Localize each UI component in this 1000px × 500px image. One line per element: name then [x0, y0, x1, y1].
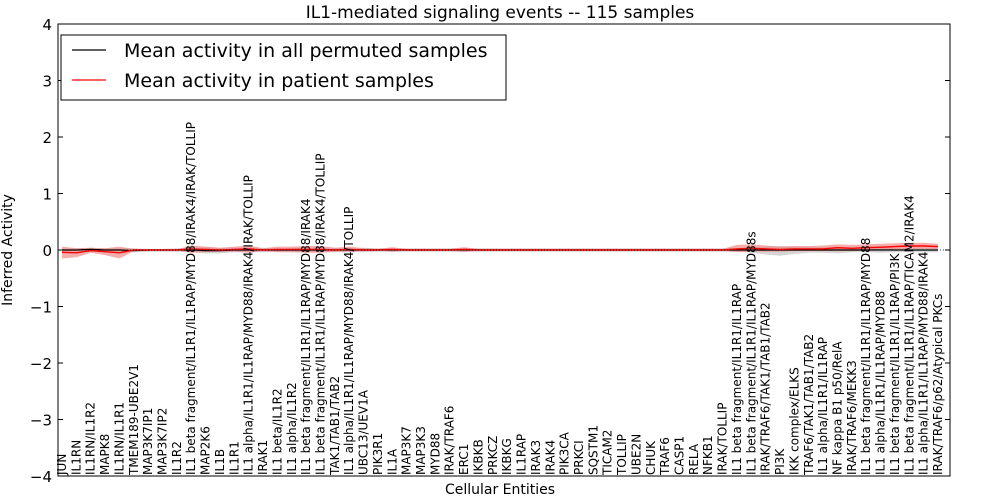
x-tick-label: PIK3CA: [558, 431, 572, 475]
legend: Mean activity in all permuted samples Me…: [60, 34, 507, 101]
x-tick-label: MAP3K7IP2: [156, 408, 170, 475]
x-tick-label: MYD88: [428, 433, 442, 475]
y-tick-label: 4: [42, 16, 52, 34]
x-tick-label: JUN: [55, 454, 69, 476]
plot-frame: [57, 23, 951, 477]
x-tick-label: NFKB1: [701, 435, 715, 475]
x-tick-label: IKBKB: [472, 439, 486, 475]
y-tick-label: 2: [42, 129, 52, 147]
x-tick-label: SQSTM1: [586, 425, 600, 475]
x-tick-label: CHUK: [644, 440, 658, 475]
x-tick-label: TRAF6: [658, 437, 672, 476]
legend-box: [60, 34, 507, 101]
x-tick-label: MAPK8: [98, 434, 112, 475]
x-tick-label: TRAF6/TAK1/TAB1/TAB2: [802, 334, 816, 476]
x-tick-label: IRAK3: [529, 440, 543, 475]
x-tick-label: MAP3K3: [414, 426, 428, 475]
x-tick-label: IL1RAP: [515, 434, 529, 475]
x-tick-label: IL1 beta fragment/IL1R1/IL1RAP/MYD88/IRA…: [184, 122, 198, 475]
x-tick-label: IL1RN: [69, 440, 83, 475]
x-tick-label: IL1 beta fragment/IL1R1/IL1RAP/PI3K: [888, 252, 902, 475]
x-tick-label: NF kappa B1 p50/RelA: [831, 341, 845, 475]
x-tick-label: IL1 beta fragment/IL1R1/IL1RAP: [730, 284, 744, 475]
legend-label-patient: Mean activity in patient samples: [124, 70, 434, 92]
x-tick-label: PRKCI: [572, 440, 586, 475]
series-lines: [58, 245, 950, 254]
y-tick-label: −3: [30, 412, 52, 430]
x-tick-label: IL1R2: [170, 441, 184, 475]
y-axis: −4 −3 −2 −1 0 1 2 3 4: [30, 16, 950, 486]
x-axis-label: Cellular Entities: [445, 482, 555, 498]
y-tick-label: −1: [30, 299, 52, 317]
x-tick-label: TICAM2: [601, 430, 615, 476]
x-tick-label: PI3K: [773, 448, 787, 475]
x-tick-label: IRAK/TRAF6/TAK1/TAB1/TAB2: [759, 302, 773, 475]
y-tick-label: −4: [30, 468, 52, 486]
y-tick-label: −2: [30, 355, 52, 373]
x-tick-label: IRAK/TRAF6: [443, 406, 457, 475]
x-tick-label: IL1 beta fragment/IL1R1/IL1RAP/TICAM2/IR…: [902, 195, 916, 475]
x-tick-label: ERC1: [457, 444, 471, 475]
x-tick-label: IL1 alpha/IL1R1/IL1RAP/MYD88/IRAK4: [917, 252, 931, 475]
y-tick-label: 0: [42, 242, 52, 260]
x-tick-label: PRKCZ: [486, 436, 500, 475]
x-tick-label: IL1A: [385, 448, 399, 475]
x-tick-label: IL1 beta fragment/IL1R1/IL1RAP/MYD88: [859, 238, 873, 475]
x-tick-label: IL1RN/IL1R1: [112, 402, 126, 475]
x-tick-label: IL1 alpha/IL1R1/IL1RAP/MYD88: [874, 291, 888, 475]
x-tick-label: UBC13/UEV1A: [357, 389, 371, 475]
x-tick-label: TMEM189-UBE2V1: [127, 364, 141, 476]
x-tick-label: IL1B: [213, 449, 227, 475]
x-tick-label: IL1 alpha/IL1R1/IL1RAP/MYD88/IRAK4/TOLLI…: [342, 207, 356, 475]
x-tick-label: IL1 beta/IL1R2: [270, 388, 284, 475]
chart-title: IL1-mediated signaling events -- 115 sam…: [306, 3, 695, 23]
y-tick-label: 3: [42, 73, 52, 91]
x-tick-label: PIK3R1: [371, 433, 385, 475]
x-tick-label: IL1RN/IL1R2: [84, 402, 98, 475]
x-tick-label: IL1R1: [227, 441, 241, 475]
y-tick-label: 1: [42, 186, 52, 204]
x-tick-label: TOLLIP: [615, 434, 629, 476]
legend-label-permuted: Mean activity in all permuted samples: [124, 40, 487, 62]
x-tick-label: IL1 alpha/IL1R1/IL1RAP: [816, 337, 830, 475]
x-tick-label: IL1 beta fragment/IL1R1/IL1RAP/MYD88/IRA…: [299, 198, 313, 475]
x-tick-label: IL1 beta fragment/IL1R1/IL1RAP/MYD88s: [744, 231, 758, 475]
y-axis-label: Inferred Activity: [0, 194, 16, 306]
x-tick-label: IKBKG: [500, 438, 514, 475]
x-tick-label: IKK complex/ELKS: [787, 367, 801, 475]
x-tick-label: IRAK4: [543, 440, 557, 475]
x-tick-label: IL1 alpha/IL1R1/IL1RAP/MYD88/IRAK4/IRAK/…: [242, 175, 256, 475]
x-tick-label: IRAK/TRAF6/MEKK3: [845, 360, 859, 475]
x-tick-label: CASP1: [673, 436, 687, 475]
x-tick-label: IRAK1: [256, 440, 270, 475]
x-tick-label: IL1 alpha/IL1R2: [285, 382, 299, 475]
x-tick-label: RELA: [687, 443, 701, 475]
x-tick-label: TAK1/TAB1/TAB2: [328, 376, 342, 476]
x-tick-label: IRAK/TRAF6/p62/Atypical PKCs: [931, 294, 945, 475]
x-tick-label: MAP3K7IP1: [141, 408, 155, 475]
x-axis: JUN IL1RN IL1RN/IL1R2 MAPK8 IL1RN/IL1R1 TMEM1…: [55, 122, 945, 476]
x-tick-label: UBE2N: [629, 434, 643, 475]
x-tick-label: MAP3K7: [400, 426, 414, 475]
x-tick-label: IL1 beta fragment/IL1R1/IL1RAP/MYD88/IRA…: [314, 154, 328, 475]
x-tick-label: MAP2K6: [199, 426, 213, 475]
x-tick-label: IRAK/TOLLIP: [716, 403, 730, 475]
